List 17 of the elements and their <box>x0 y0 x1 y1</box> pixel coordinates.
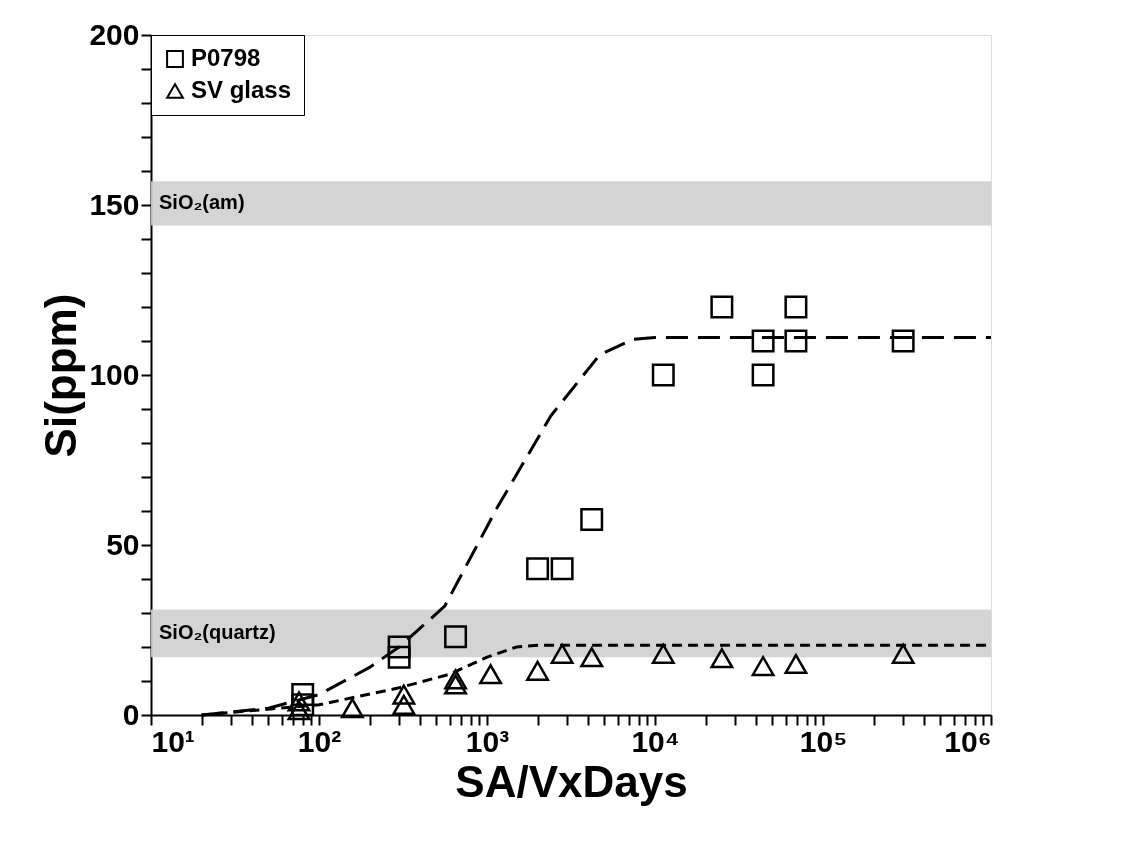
legend-label: SV glass <box>191 76 292 103</box>
y-tick-label: 200 <box>89 17 140 51</box>
x-tick-label: 10² <box>297 724 342 758</box>
y-tick-label: 150 <box>89 187 140 221</box>
y-axis-title: Si(ppm) <box>36 293 86 458</box>
y-tick-label: 50 <box>106 527 140 561</box>
band-label: SiO₂(am) <box>159 191 245 214</box>
x-tick-label: 10⁴ <box>631 724 680 758</box>
legend-label: P0798 <box>191 44 261 71</box>
x-tick-label: 10³ <box>465 724 510 758</box>
x-tick-label: 10¹ <box>151 724 195 758</box>
x-axis-title: SA/VxDays <box>455 756 688 806</box>
band-label: SiO₂(quartz) <box>159 621 276 644</box>
y-tick-label: 100 <box>89 357 140 391</box>
x-tick-label: 10⁵ <box>799 724 848 758</box>
y-tick-label: 0 <box>122 697 140 731</box>
x-tick-label: 10⁶ <box>944 724 992 758</box>
